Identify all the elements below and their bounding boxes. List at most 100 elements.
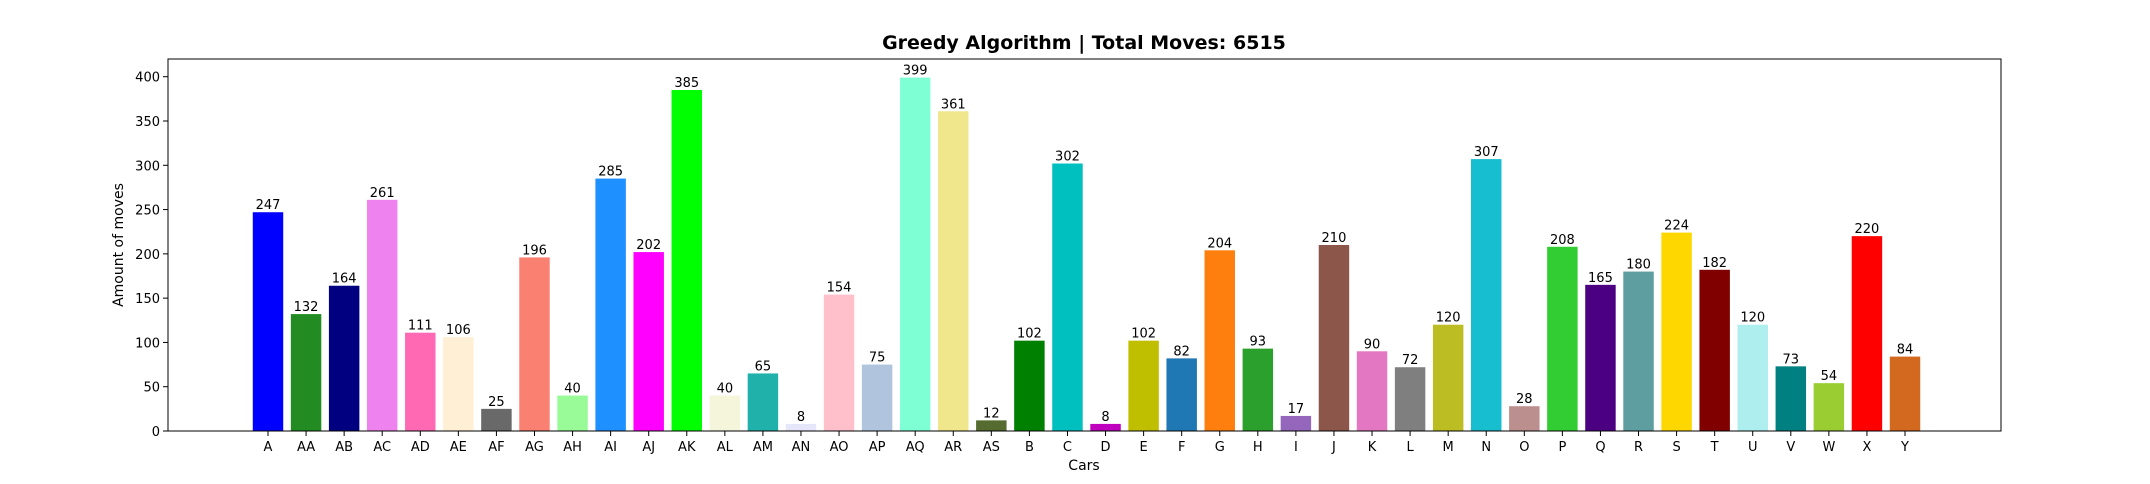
x-tick-label-E: E — [1140, 440, 1148, 455]
bar-value-label-AJ: 202 — [636, 238, 661, 253]
x-tick-label-AK: AK — [678, 440, 696, 455]
bar-M — [1432, 324, 1464, 431]
bar-value-label-AE: 106 — [446, 323, 471, 338]
y-axis-ticks: 0 50 100 150 200 250 300 350 400 — [135, 71, 168, 440]
bar-value-label-Q: 165 — [1588, 271, 1613, 286]
y-tick-label-0: 0 — [152, 425, 160, 440]
bar-value-label-J: 210 — [1322, 231, 1347, 246]
bar-value-label-AI: 285 — [598, 165, 623, 180]
bar-value-label-M: 120 — [1436, 311, 1461, 326]
bar-AR — [938, 111, 969, 431]
x-tick-label-H: H — [1253, 440, 1263, 455]
bar-C — [1052, 163, 1083, 431]
x-tick-label-A: A — [264, 440, 273, 455]
x-tick-label-K: K — [1368, 440, 1377, 455]
x-tick-label-S: S — [1672, 440, 1680, 455]
x-tick-label-J: J — [1331, 440, 1336, 455]
bar-V — [1775, 366, 1807, 431]
x-tick-label-AN: AN — [792, 440, 811, 455]
bar-value-label-L: 72 — [1402, 353, 1419, 368]
bar-value-label-P: 208 — [1550, 233, 1575, 248]
x-tick-label-C: C — [1063, 440, 1072, 455]
bar-AP — [861, 364, 893, 431]
bar-value-label-AF: 25 — [488, 395, 505, 410]
bar-value-label-AC: 261 — [370, 186, 395, 201]
bar-value-label-X: 220 — [1855, 222, 1880, 237]
x-tick-label-D: D — [1101, 440, 1111, 455]
bar-B — [1014, 340, 1045, 431]
bar-AB — [328, 285, 360, 431]
x-tick-label-AH: AH — [563, 440, 582, 455]
x-tick-label-AP: AP — [869, 440, 886, 455]
y-tick-label-400: 400 — [135, 71, 160, 86]
bar-AE — [443, 337, 474, 431]
bar-P — [1547, 246, 1578, 431]
bar-AD — [405, 332, 436, 431]
y-tick-label-50: 50 — [143, 381, 160, 396]
bar-value-label-AS: 12 — [983, 406, 1000, 421]
bar-value-label-G: 204 — [1207, 236, 1232, 251]
bar-value-label-N: 307 — [1474, 145, 1499, 160]
bar-value-label-AR: 361 — [941, 97, 966, 112]
y-tick-label-150: 150 — [135, 292, 160, 307]
bar-I — [1280, 415, 1312, 431]
bar-value-label-B: 102 — [1017, 327, 1042, 342]
bar-J — [1318, 245, 1350, 431]
y-axis-label: Amount of moves — [111, 183, 127, 307]
bar-value-label-T: 182 — [1702, 256, 1727, 271]
bar-value-label-AA: 132 — [294, 300, 319, 315]
bar-AJ — [633, 252, 664, 431]
bar-value-label-S: 224 — [1664, 219, 1689, 234]
x-tick-label-V: V — [1786, 440, 1795, 455]
bar-G — [1204, 250, 1235, 431]
bar-AN — [785, 423, 817, 431]
bars-group — [252, 77, 1921, 431]
bar-AS — [976, 420, 1007, 431]
x-tick-label-AE: AE — [450, 440, 467, 455]
bar-A — [252, 212, 284, 431]
x-tick-label-I: I — [1294, 440, 1298, 455]
bar-value-label-A: 247 — [256, 198, 281, 213]
bar-value-label-U: 120 — [1740, 311, 1765, 326]
x-tick-label-AL: AL — [717, 440, 734, 455]
bar-W — [1813, 383, 1845, 431]
bar-value-label-I: 17 — [1288, 402, 1305, 417]
bar-value-label-AD: 111 — [408, 319, 433, 334]
bar-value-label-AL: 40 — [717, 382, 734, 397]
bar-value-label-Y: 84 — [1897, 343, 1914, 358]
bar-AI — [595, 178, 626, 431]
bar-value-label-AK: 385 — [674, 76, 699, 91]
bar-value-label-AB: 164 — [332, 272, 357, 287]
x-tick-label-Q: Q — [1595, 440, 1605, 455]
x-tick-label-AJ: AJ — [642, 440, 655, 455]
bar-H — [1242, 348, 1274, 431]
bar-labels-group: 247 132 164 261 111 106 25 196 40 285 202 385 40 65 8 1… — [256, 64, 1914, 425]
x-axis-label: Cars — [1068, 458, 1099, 474]
bar-AQ — [899, 77, 931, 431]
bar-value-label-AO: 154 — [827, 281, 852, 296]
bar-AK — [671, 90, 702, 431]
x-tick-label-AC: AC — [373, 440, 391, 455]
bar-AC — [366, 199, 398, 431]
x-tick-label-AO: AO — [830, 440, 849, 455]
bar-value-label-AN: 8 — [797, 410, 805, 425]
x-tick-label-AG: AG — [525, 440, 544, 455]
bar-value-label-V: 73 — [1783, 352, 1800, 367]
bar-AM — [747, 373, 779, 431]
x-tick-label-AD: AD — [411, 440, 430, 455]
x-tick-label-P: P — [1558, 440, 1566, 455]
bar-K — [1356, 351, 1388, 431]
bar-AG — [519, 257, 550, 431]
bar-value-label-O: 28 — [1516, 392, 1533, 407]
y-tick-label-350: 350 — [135, 115, 160, 130]
bar-value-label-K: 90 — [1364, 337, 1381, 352]
y-tick-label-250: 250 — [135, 204, 160, 219]
x-tick-label-W: W — [1822, 440, 1835, 455]
bar-value-label-AP: 75 — [869, 351, 886, 366]
x-tick-label-AA: AA — [297, 440, 315, 455]
bar-Q — [1585, 284, 1616, 431]
x-tick-label-F: F — [1178, 440, 1185, 455]
x-tick-label-O: O — [1519, 440, 1529, 455]
x-tick-label-B: B — [1025, 440, 1034, 455]
